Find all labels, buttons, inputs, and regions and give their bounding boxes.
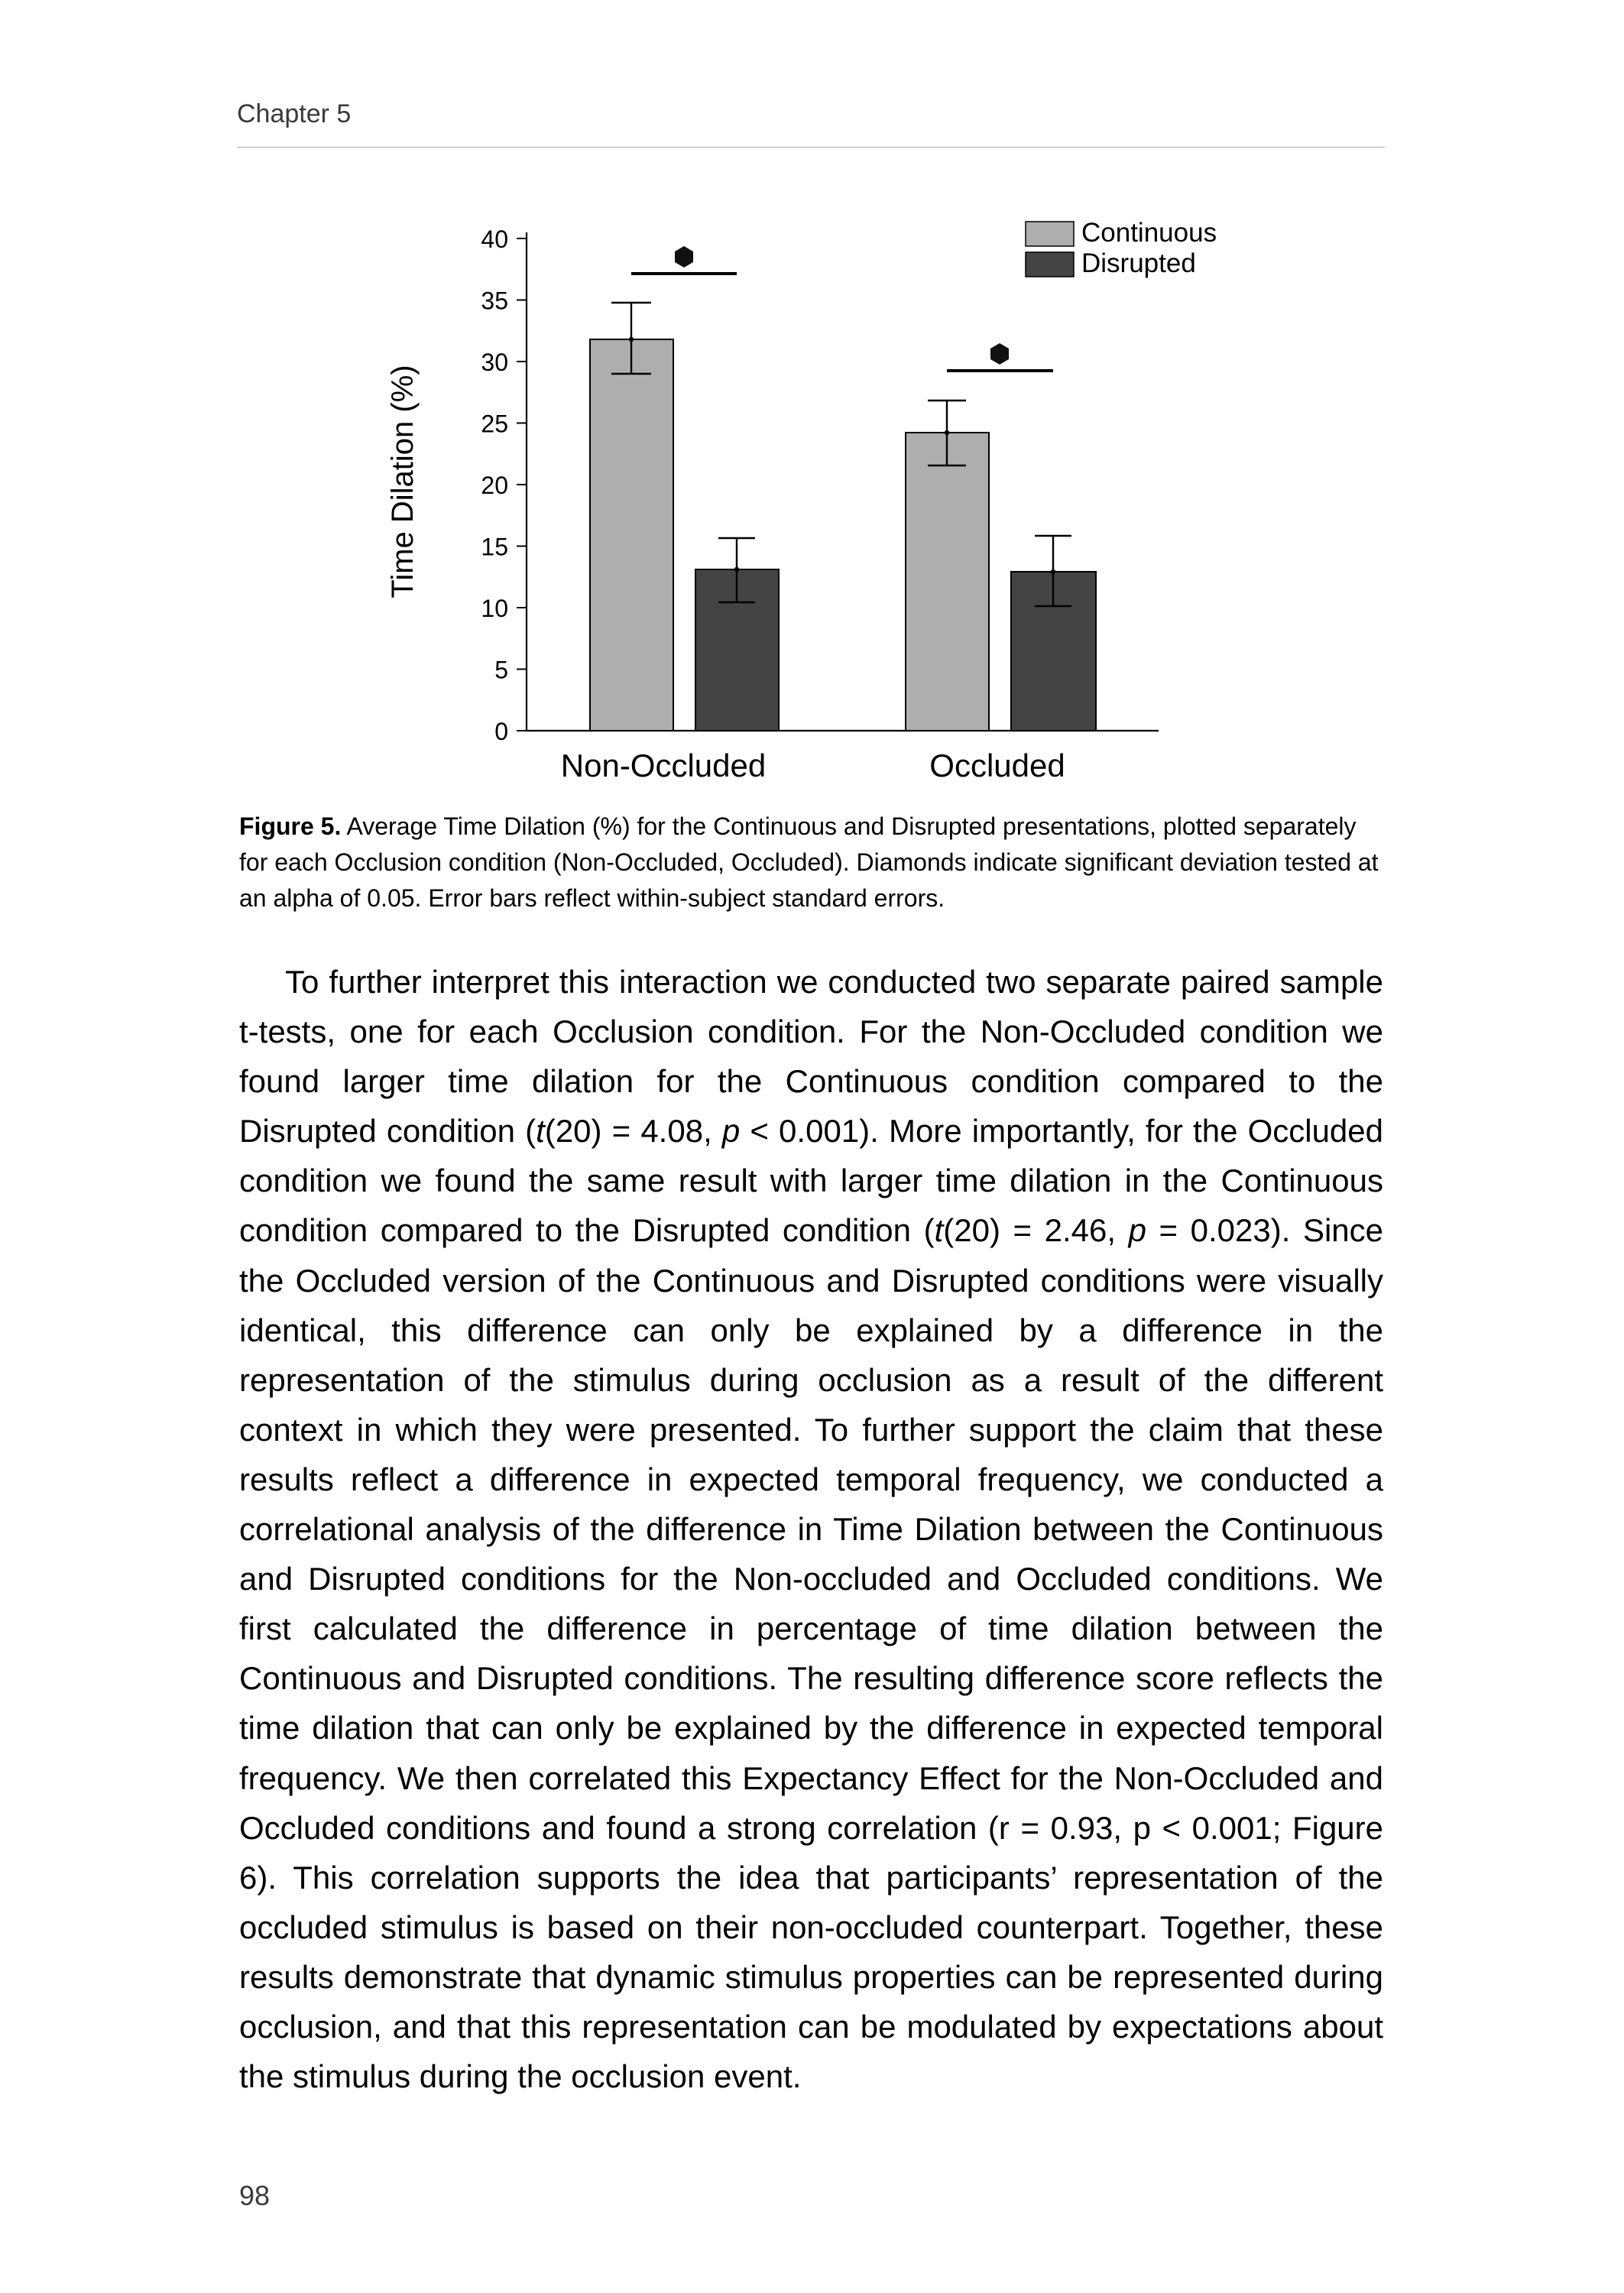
svg-text:0: 0 [494,718,508,745]
svg-text:Continuous: Continuous [1081,218,1217,248]
svg-text:35: 35 [481,287,508,315]
svg-text:Disrupted: Disrupted [1081,248,1196,278]
svg-text:25: 25 [481,410,508,438]
svg-text:Non-Occluded: Non-Occluded [561,748,766,783]
svg-text:20: 20 [481,472,508,499]
svg-text:5: 5 [494,657,508,684]
svg-text:15: 15 [481,534,508,561]
svg-text:Time Dilation (%): Time Dilation (%) [386,365,420,598]
svg-text:10: 10 [481,595,508,622]
svg-text:40: 40 [481,225,508,253]
svg-text:30: 30 [481,349,508,376]
svg-text:Occluded: Occluded [929,748,1065,783]
